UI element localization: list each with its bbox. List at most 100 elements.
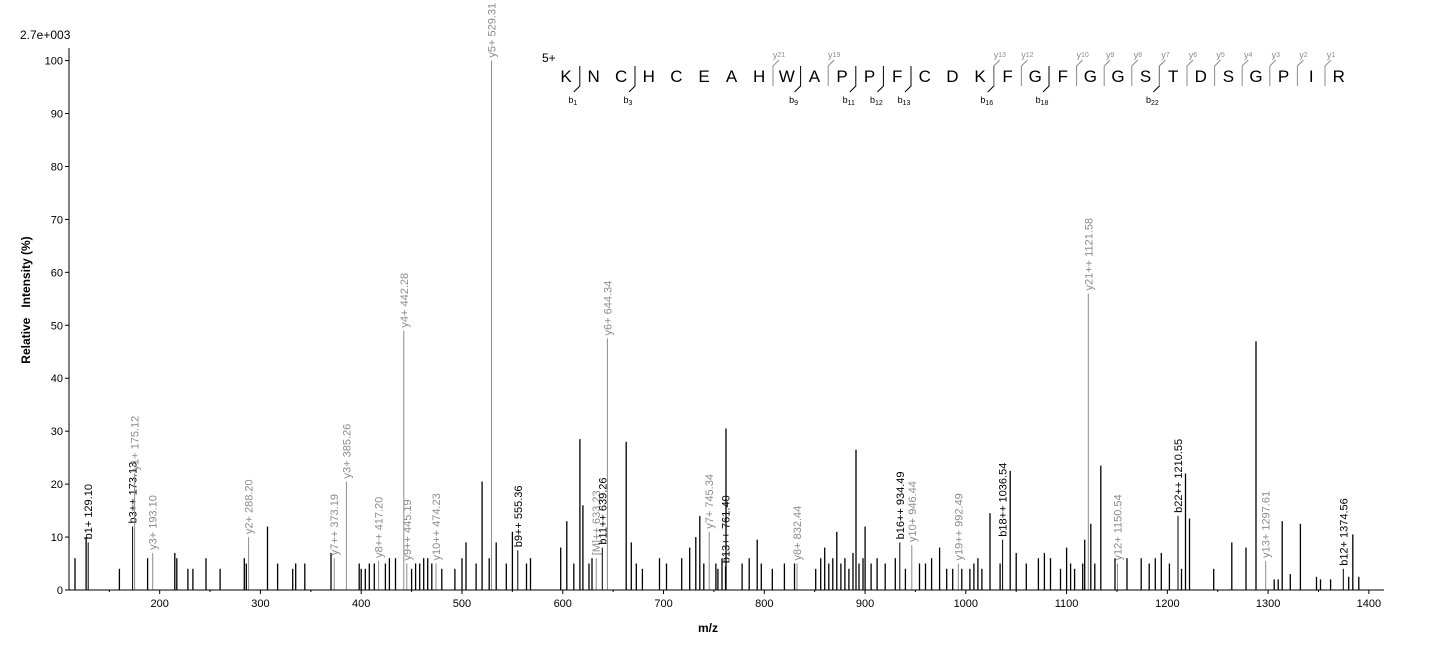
sequence-residue: F	[892, 67, 902, 86]
ion-index: 1	[1331, 52, 1335, 59]
peak-label: b22++ 1210.55	[1173, 439, 1185, 513]
peak-label: y13+ 1297.61	[1261, 491, 1273, 558]
y-tick-label: 90	[51, 109, 63, 121]
peak-label: y21++ 1121.58	[1083, 218, 1095, 291]
y-ion-marker	[1020, 59, 1028, 86]
y-tick-label: 30	[51, 426, 63, 438]
y-ion-label: y9	[1106, 50, 1115, 60]
ion-index: 18	[1041, 100, 1049, 107]
b-ion-label: b11	[843, 95, 855, 107]
y-ion-marker	[1269, 59, 1277, 86]
sequence-residue: D	[1195, 67, 1207, 86]
b-ion-label: b18	[1036, 95, 1049, 107]
y-tick-label: 70	[51, 214, 63, 226]
peak-label: y10++ 474.23	[431, 493, 443, 560]
y-ion-marker	[1076, 59, 1083, 86]
b-ion-label: b16	[980, 95, 993, 107]
b-ion-marker	[849, 66, 857, 93]
x-tick-label: 1100	[1055, 598, 1079, 610]
peak-label: y7++ 373.19	[329, 494, 341, 555]
ion-index: 21	[777, 52, 785, 59]
ion-index: 10	[1081, 52, 1089, 59]
y-ion-marker	[1296, 59, 1304, 86]
y-tick-label: 20	[51, 479, 63, 491]
y-ion-marker	[772, 59, 780, 86]
sequence-residue: S	[1223, 67, 1234, 86]
sequence-residue: W	[779, 67, 795, 86]
ion-index: 6	[1193, 52, 1197, 59]
unlabeled-peaks	[74, 341, 1360, 590]
y-tick-label: 60	[51, 267, 63, 279]
y-ion-label: y4	[1244, 50, 1253, 60]
x-tick-label: 300	[251, 598, 269, 610]
peptide-sequence-annotation: 5+K N C H C E A H W A P P F C D K F G F G G S T D S G P I Rb1 b3 b9 b11…	[542, 50, 1345, 107]
y-ion-label: y3	[1272, 50, 1281, 60]
peak-label: y12+ 1150.54	[1113, 494, 1125, 560]
y-tick-label: 80	[51, 161, 63, 173]
ion-index: 22	[1151, 100, 1159, 107]
b-ion-label: b22	[1146, 95, 1159, 107]
axes: 0 10 20 30 40 50 60 70 80 90 100 200 300 400 500 600 700…	[45, 48, 1384, 610]
peak-label: y2+ 288.20	[244, 479, 256, 534]
y-ion-label: y6	[1189, 50, 1198, 60]
ion-index: 16	[985, 100, 993, 107]
x-tick-label: 700	[654, 598, 672, 610]
sequence-residue: K	[560, 67, 572, 86]
ion-index: 9	[1110, 52, 1114, 59]
ion-index: 12	[1026, 52, 1034, 59]
y-ion-marker	[1241, 59, 1249, 86]
b-ion-marker	[987, 66, 995, 93]
sequence-residue: F	[1002, 67, 1012, 86]
sequence-residue: I	[1309, 67, 1314, 86]
sequence-residue: S	[1140, 67, 1151, 86]
b-ion-marker	[573, 66, 581, 93]
sequence-residue: A	[809, 67, 821, 86]
peak-label: y8+ 832.44	[792, 506, 804, 561]
y-axis-title: Relative Intensity (%)	[19, 236, 33, 363]
y-tick-label: 10	[51, 532, 63, 544]
sequence-residue: P	[864, 67, 875, 86]
b-ion-label: b3	[624, 95, 633, 107]
ion-index: 9	[794, 100, 798, 107]
x-tick-label: 1400	[1357, 598, 1381, 610]
b-ion-marker	[794, 66, 802, 93]
x-tick-label: 500	[453, 598, 471, 610]
peak-label: b16++ 934.49	[895, 471, 907, 539]
y-ion-marker	[827, 59, 835, 86]
ion-index: 19	[833, 52, 841, 59]
sequence-residue: G	[1084, 67, 1097, 86]
peak-label: y1+ 175.12	[130, 416, 142, 471]
peak-label: b1+ 129.10	[83, 484, 95, 539]
ion-index: 2	[1304, 52, 1308, 59]
peak-label: b13++ 761.40	[720, 495, 732, 563]
peak-label: y3+ 193.10	[148, 495, 160, 550]
y-ion-label: y8	[1134, 50, 1143, 60]
ion-index: 3	[1276, 52, 1280, 59]
sequence-residue: K	[974, 67, 986, 86]
ion-index: 7	[1166, 52, 1170, 59]
y-tick-label: 40	[51, 373, 63, 385]
sequence-residue: C	[919, 67, 931, 86]
y-ion-marker	[993, 59, 1001, 86]
peak-label: y9++ 445.19	[402, 499, 414, 560]
sequence-residue: T	[1168, 67, 1178, 86]
b-ion-marker	[628, 66, 636, 93]
sequence-residue: D	[946, 67, 958, 86]
peak-label: y19++ 992.49	[953, 493, 965, 560]
y-ion-label: y21	[773, 50, 785, 60]
b-ion-marker	[1042, 66, 1050, 93]
x-tick-label: 900	[856, 598, 874, 610]
sequence-residue: P	[1278, 67, 1289, 86]
peak-label: b11++ 639.26	[597, 478, 609, 545]
peak-label: b9++ 555.36	[513, 486, 525, 548]
sequence-residue: G	[1249, 67, 1262, 86]
peak-label: y5+ 529.31	[487, 3, 499, 58]
ion-index: 12	[875, 100, 883, 107]
y-ion-label: y19	[828, 50, 840, 60]
y-ion-label: y7	[1161, 50, 1170, 60]
peak-label: y10+ 946.44	[907, 481, 919, 542]
peak-label: y8++ 417.20	[374, 497, 386, 558]
peak-label: y7+ 745.34	[704, 474, 716, 529]
sequence-residue: F	[1058, 67, 1068, 86]
